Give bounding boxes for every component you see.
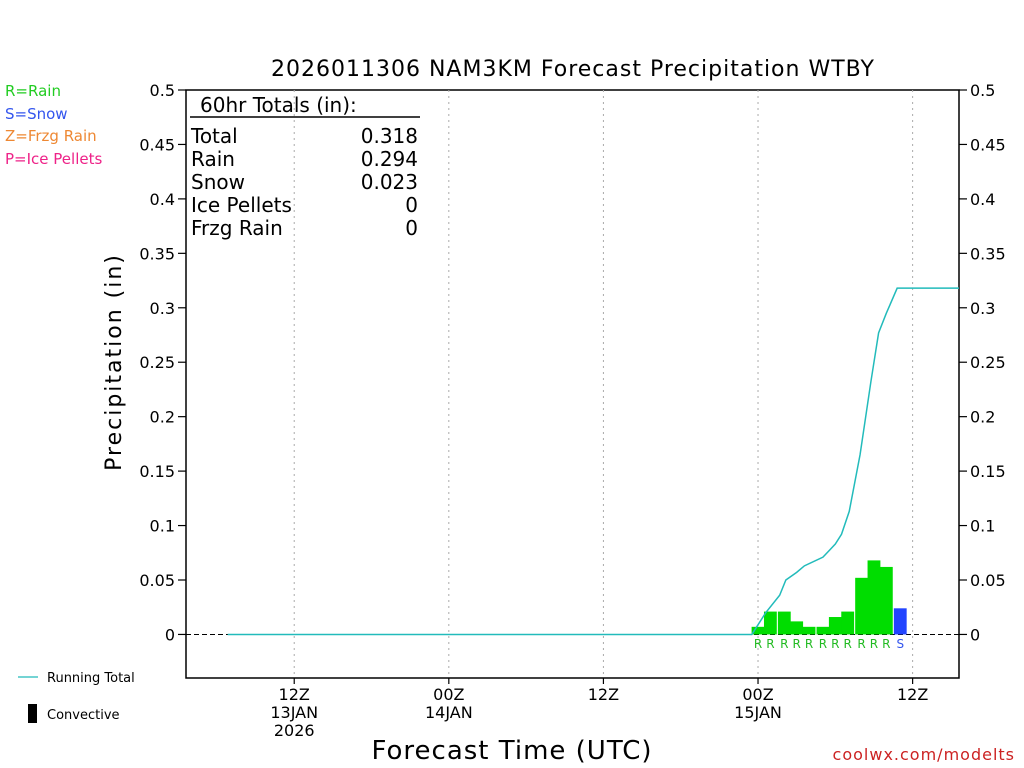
y-tick-label-right: 0.05 — [970, 571, 1006, 590]
y-tick-label-left: 0.15 — [139, 462, 175, 481]
precip-type-label: R — [844, 637, 852, 651]
totals-row-label: Frzg Rain — [191, 216, 283, 240]
totals-row-label: Total — [190, 124, 238, 148]
y-tick-label-left: 0.05 — [139, 571, 175, 590]
y-tick-label-right: 0.15 — [970, 462, 1006, 481]
legend-ice-pellets: P=Ice Pellets — [5, 150, 102, 168]
legend-snow: S=Snow — [5, 105, 68, 123]
precip-type-label: R — [870, 637, 878, 651]
x-tick-label: 13JAN — [270, 703, 318, 722]
y-axis-ticks: 0 00.05 0.050.1 0.10.15 0.150.2 0.20.25 0.250.… — [139, 81, 1005, 644]
precip-type-label: R — [831, 637, 839, 651]
precip-bar — [855, 577, 869, 635]
convective-swatch — [28, 704, 37, 723]
precip-bar — [828, 617, 842, 635]
y-tick-label-right: 0.35 — [970, 244, 1006, 263]
y-tick-label-right: 0.2 — [970, 408, 995, 427]
precip-bar — [777, 611, 791, 635]
precip-type-label: R — [882, 637, 890, 651]
x-tick-label: 00Z — [433, 685, 464, 704]
totals-box: 60hr Totals (in): Total 0.318 Rain 0.294… — [190, 93, 420, 240]
x-tick-label: 12Z — [588, 685, 619, 704]
y-tick-label-left: 0.5 — [150, 81, 175, 100]
watermark: coolwx.com/modelts — [833, 745, 1015, 764]
precip-type-label: S — [896, 637, 904, 651]
precip-bar — [879, 566, 893, 635]
precip-type-label: R — [805, 637, 813, 651]
x-tick-label: 14JAN — [425, 703, 473, 722]
legend-convective: Convective — [47, 708, 120, 723]
y-tick-label-right: 0.4 — [970, 190, 995, 209]
y-tick-label-left: 0.35 — [139, 244, 175, 263]
precip-bar — [802, 626, 816, 635]
precip-type-label: R — [766, 637, 774, 651]
x-axis-label: Forecast Time (UTC) — [371, 736, 652, 766]
y-tick-label-left: 0.3 — [150, 299, 175, 318]
legend-rain: R=Rain — [5, 82, 61, 100]
precip-bar — [816, 626, 830, 635]
x-tick-label: 12Z — [279, 685, 310, 704]
totals-row-value: 0.294 — [361, 147, 418, 171]
x-tick-label: 15JAN — [734, 703, 782, 722]
y-tick-label-left: 0.25 — [139, 353, 175, 372]
precip-bar — [751, 626, 765, 635]
vertical-gridlines — [293, 90, 914, 678]
y-tick-label-right: 0.1 — [970, 517, 995, 536]
y-tick-label-left: 0.4 — [150, 190, 175, 209]
totals-row-label: Snow — [191, 170, 245, 194]
legend-frzg-rain: Z=Frzg Rain — [5, 127, 97, 145]
x-tick-label: 2026 — [274, 721, 315, 740]
y-tick-label-right: 0 — [970, 625, 980, 644]
bottom-legend: Running Total Convective — [18, 671, 135, 723]
legend-running-total: Running Total — [47, 671, 135, 686]
y-tick-label-right: 0.45 — [970, 135, 1006, 154]
running-total-line — [227, 287, 959, 636]
plot-frame — [185, 89, 960, 679]
y-tick-label-right: 0.3 — [970, 299, 995, 318]
precip-bar — [841, 611, 855, 635]
precip-bar — [790, 621, 804, 635]
totals-row-label: Ice Pellets — [191, 193, 292, 217]
precip-type-label: R — [780, 637, 788, 651]
y-tick-label-right: 0.5 — [970, 81, 995, 100]
y-tick-label-left: 0.2 — [150, 408, 175, 427]
precip-type-label: R — [792, 637, 800, 651]
y-tick-label-left: 0 — [165, 625, 175, 644]
y-tick-label-left: 0.1 — [150, 517, 175, 536]
totals-row-value: 0 — [405, 193, 418, 217]
totals-row-value: 0 — [405, 216, 418, 240]
precip-bar — [893, 608, 907, 635]
chart-title: 2026011306 NAM3KM Forecast Precipitation… — [271, 57, 875, 82]
precip-type-label: R — [819, 637, 827, 651]
precip-bars — [751, 560, 907, 635]
y-axis-label: Precipitation (in) — [102, 253, 127, 471]
x-tick-label: 12Z — [897, 685, 928, 704]
y-tick-label-right: 0.25 — [970, 353, 1006, 372]
totals-header: 60hr Totals (in): — [200, 93, 357, 117]
precip-type-label: R — [857, 637, 865, 651]
precip-type-label: R — [754, 637, 762, 651]
precip-bar — [867, 560, 881, 635]
x-tick-label: 00Z — [742, 685, 773, 704]
totals-row-value: 0.023 — [361, 170, 418, 194]
type-legend: R=Rain S=Snow Z=Frzg Rain P=Ice Pellets — [5, 82, 102, 168]
totals-row-label: Rain — [191, 147, 235, 171]
totals-row-value: 0.318 — [361, 124, 418, 148]
y-tick-label-left: 0.45 — [139, 135, 175, 154]
precip-bar — [763, 611, 777, 635]
